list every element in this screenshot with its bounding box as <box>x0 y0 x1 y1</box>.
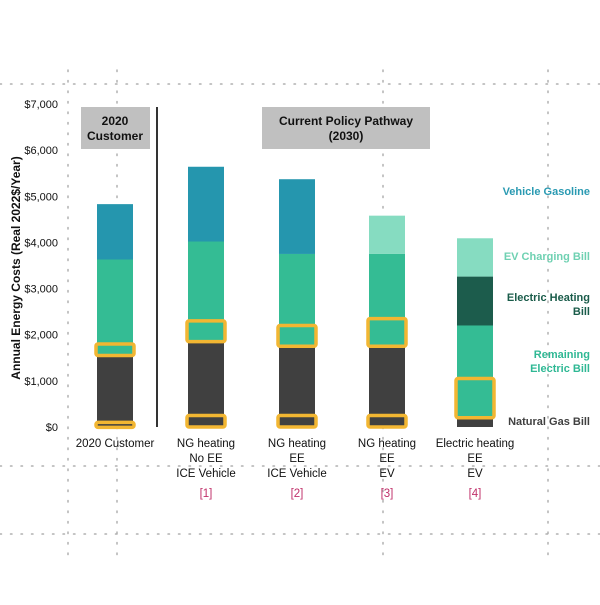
bar-layer <box>97 166 493 427</box>
bar-segment <box>369 253 405 347</box>
category-label: NG heating EE EV <box>358 438 416 480</box>
x-axis-labels: 2020 Customer NG heating No EE ICE Vehicle [… <box>76 438 515 500</box>
series-label: Remaining Electric Bill <box>530 349 590 375</box>
bar-segment <box>369 215 405 254</box>
group-label-line: 2020 <box>102 114 129 128</box>
bar-segment <box>188 341 224 427</box>
series-label: Natural Gas Bill <box>508 416 590 428</box>
category-ref: [4] <box>469 488 482 500</box>
highlight-box <box>94 342 136 358</box>
y-tick-label: $7,000 <box>24 99 58 111</box>
category-label-line: EE <box>379 453 395 465</box>
series-label-line: Electric Bill <box>530 363 590 375</box>
highlight-box <box>454 376 496 420</box>
series-label: EV Charging Bill <box>504 251 590 263</box>
highlight-box <box>276 413 318 429</box>
y-tick-label: $2,000 <box>24 330 58 342</box>
y-axis-title: Annual Energy Costs (Real 2022$/Year) <box>9 156 23 379</box>
highlight-box <box>366 413 408 429</box>
bar-segment <box>279 253 315 347</box>
highlight-box <box>185 319 227 344</box>
bar-segment <box>457 238 493 277</box>
y-tick-label: $5,000 <box>24 191 58 203</box>
series-label-line: Remaining <box>534 349 590 361</box>
bar-segment <box>457 325 493 418</box>
category-ref: [2] <box>291 488 304 500</box>
y-tick-label: $4,000 <box>24 237 58 249</box>
bar-segment <box>279 346 315 427</box>
series-label-line: EV Charging Bill <box>504 251 590 263</box>
category-label-line: ICE Vehicle <box>267 468 326 480</box>
series-label-line: Natural Gas Bill <box>508 416 590 428</box>
category-label-line: No EE <box>189 453 223 465</box>
bar-segment <box>97 204 133 260</box>
series-label-line: Vehicle Gasoline <box>503 186 590 198</box>
bar-segment <box>457 417 493 427</box>
highlight-box <box>366 316 408 349</box>
category-label: NG heating No EE ICE Vehicle <box>176 438 235 480</box>
highlight-box <box>276 323 318 349</box>
group-label-line: Current Policy Pathway <box>279 114 413 128</box>
series-label-line: Bill <box>573 306 590 318</box>
group-box-current-policy <box>262 107 430 149</box>
category-label: Electric heating EE EV <box>436 438 515 480</box>
bar-segment <box>457 276 493 326</box>
category-ref: [3] <box>381 488 394 500</box>
y-axis: $0 $1,000 $2,000 $3,000 $4,000 $5,000 $6,000 $7… <box>24 99 58 434</box>
category-label: 2020 Customer <box>76 438 155 450</box>
y-tick-label: $1,000 <box>24 376 58 388</box>
y-tick-label: $6,000 <box>24 145 58 157</box>
bar-segment <box>97 259 133 356</box>
y-tick-label: $3,000 <box>24 284 58 296</box>
bar-segment <box>279 179 315 254</box>
bar-segment <box>188 166 224 242</box>
group-box-2020 <box>81 107 150 149</box>
series-label: Vehicle Gasoline <box>503 186 590 198</box>
category-label-line: Electric heating <box>436 438 515 450</box>
category-label-line: NG heating <box>177 438 235 450</box>
category-label-line: EV <box>467 468 483 480</box>
category-label-line: NG heating <box>358 438 416 450</box>
category-label-line: EE <box>467 453 483 465</box>
group-header-layer: 2020 Customer Current Policy Pathway (2030) <box>81 107 430 427</box>
group-label-current-policy: Current Policy Pathway (2030) <box>279 114 413 143</box>
bar-segment <box>188 241 224 342</box>
group-label-line: (2030) <box>329 129 364 143</box>
category-label-line: NG heating <box>268 438 326 450</box>
group-label-2020: 2020 Customer <box>87 114 143 143</box>
highlight-box <box>94 420 136 430</box>
category-label-line: ICE Vehicle <box>176 468 235 480</box>
highlight-layer <box>94 316 496 430</box>
series-label: Electric Heating Bill <box>507 292 590 318</box>
category-label-line: 2020 Customer <box>76 438 155 450</box>
series-labels: Natural Gas Bill Remaining Electric Bill El… <box>503 186 590 428</box>
category-ref: [1] <box>200 488 213 500</box>
highlight-box <box>185 413 227 429</box>
series-label-line: Electric Heating <box>507 292 590 304</box>
group-label-line: Customer <box>87 129 143 143</box>
bar-segment <box>97 355 133 427</box>
category-label: NG heating EE ICE Vehicle <box>267 438 326 480</box>
category-label-line: EE <box>289 453 305 465</box>
category-label-line: EV <box>379 468 395 480</box>
y-tick-label: $0 <box>46 422 58 434</box>
bar-segment <box>369 346 405 427</box>
